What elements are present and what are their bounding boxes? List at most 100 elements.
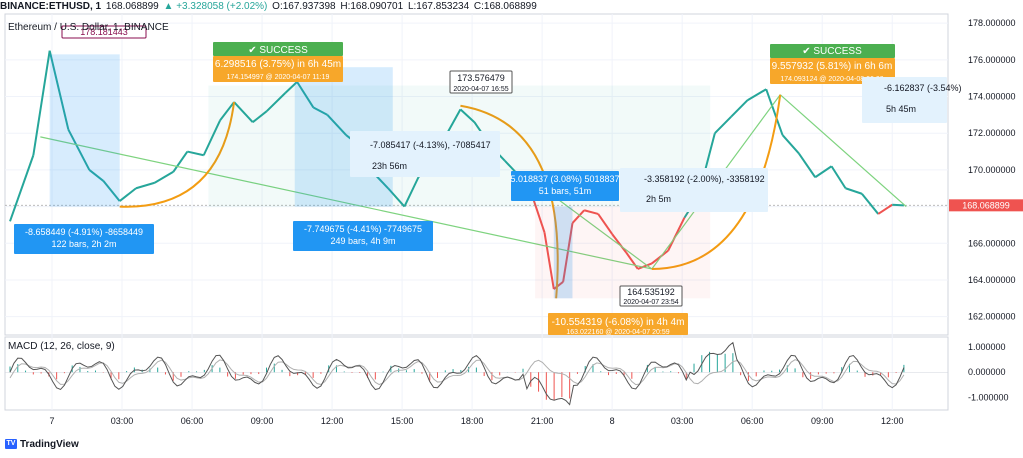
open-value: O:167.937398 — [272, 1, 336, 12]
arc-curve — [119, 101, 236, 208]
brand-text: TradingView — [20, 439, 79, 450]
y-tick-label: 164.000000 — [968, 275, 1016, 285]
symbol-header: BINANCE:ETHUSD, 1 168.068899 ▲ +3.328058… — [0, 0, 1023, 14]
range-label-text: -10.554319 (-6.08%) in 4h 4m — [552, 317, 685, 328]
range-label-box — [14, 224, 154, 254]
x-tick-label: 09:00 — [251, 416, 274, 426]
pivot-label-box — [61, 25, 147, 39]
symbol-name[interactable]: BINANCE:ETHUSD, 1 — [0, 1, 102, 12]
x-tick-label: 09:00 — [811, 416, 834, 426]
y-tick-label: 166.000000 — [968, 238, 1016, 248]
price-segment — [233, 101, 254, 123]
price-segment — [459, 108, 476, 123]
y-tick-label: 176.000000 — [968, 55, 1016, 65]
macd-y-tick-label: 0.000000 — [968, 367, 1006, 377]
macd-y-tick-label: 1.000000 — [968, 342, 1006, 352]
price-segment — [637, 262, 653, 270]
y-tick-label: 178.000000 — [968, 18, 1016, 28]
price-segment — [284, 81, 298, 94]
measure-box — [553, 206, 573, 299]
price-segment — [562, 222, 574, 282]
tradingview-logo[interactable]: TV TradingView — [5, 439, 79, 450]
x-tick-label: 21:00 — [531, 416, 554, 426]
tradingview-icon: TV — [5, 439, 17, 450]
y-tick-label: 162.000000 — [968, 312, 1016, 322]
x-tick-label: 06:00 — [741, 416, 764, 426]
price-segment — [403, 176, 420, 208]
arc-curve — [460, 104, 559, 299]
x-tick-label: 18:00 — [461, 416, 484, 426]
price-segment — [877, 203, 893, 215]
price-segment — [48, 50, 70, 130]
low-value: L:167.853234 — [407, 1, 470, 12]
macd-y-tick-label: -1.000000 — [968, 392, 1009, 402]
price-note-text: 173.576479 — [457, 73, 505, 83]
price-segment — [119, 187, 137, 202]
range-label-text: 5.018837 (3.08%) 5018837 — [510, 174, 619, 184]
price-segment — [625, 251, 639, 270]
date-range-text: -7.085417 (-4.13%), -7085417 — [370, 140, 491, 150]
price-note-text: 164.535192 — [627, 287, 675, 297]
chart-title: Ethereum / U.S. Dollar, 1, BINANCE — [8, 22, 169, 33]
price-segment — [326, 114, 347, 136]
area-fill — [535, 206, 711, 299]
arc-curve — [651, 94, 782, 270]
y-tick-label: 174.000000 — [968, 92, 1016, 102]
range-label-sub: 51 bars, 51m — [539, 186, 592, 196]
success-badge-text: ✔ SUCCESS — [248, 45, 308, 56]
macd-line — [9, 341, 905, 406]
x-tick-label: 7 — [50, 416, 55, 426]
success-badge — [770, 44, 895, 58]
price-segment — [296, 81, 315, 109]
date-range-box — [862, 77, 947, 123]
x-tick-label: 03:00 — [671, 416, 694, 426]
macd-pane — [4, 336, 949, 411]
x-tick-label: 06:00 — [181, 416, 204, 426]
price-note-box — [449, 70, 513, 94]
price-segment — [387, 187, 406, 208]
macd-title: MACD (12, 26, close, 9) — [8, 341, 115, 352]
price-segment — [102, 180, 121, 202]
price-segment — [9, 154, 35, 222]
price-segment — [543, 232, 555, 290]
trendline — [40, 136, 652, 270]
price-segment — [312, 106, 328, 116]
price-segment — [747, 88, 767, 102]
price-segment — [219, 101, 235, 121]
pivot-label-text: 178.181443 — [80, 27, 128, 37]
date-range-sub: 2h 5m — [646, 194, 671, 204]
success-badge — [213, 42, 343, 56]
price-segment — [892, 203, 904, 207]
price-segment — [830, 165, 847, 189]
range-label-box — [511, 171, 619, 201]
range-label-box — [293, 221, 433, 251]
measure-box — [49, 54, 120, 207]
price-segment — [583, 209, 599, 215]
price-change: ▲ +3.328058 (+2.02%) — [163, 1, 268, 12]
last-price-tag — [949, 199, 1023, 212]
price-segment — [597, 213, 613, 235]
x-tick-label: 15:00 — [391, 416, 414, 426]
success-label-box — [213, 56, 343, 82]
price-segment — [202, 119, 221, 156]
success-label-text: 6.298516 (3.75%) in 6h 45m — [215, 59, 341, 70]
price-note-sub: 2020-04-07 23:54 — [623, 299, 678, 306]
price-segment — [187, 150, 204, 157]
success-label-sub: 174.154997 @ 2020-04-07 11:19 — [227, 74, 330, 81]
date-range-sub: 23h 56m — [372, 161, 407, 171]
price-segment — [714, 116, 732, 134]
price-segment — [781, 134, 800, 155]
x-tick-label: 12:00 — [321, 416, 344, 426]
price-segment — [798, 152, 817, 178]
price-segment — [252, 110, 268, 124]
x-tick-label: 03:00 — [111, 416, 134, 426]
y-tick-label: 170.000000 — [968, 165, 1016, 175]
close-value: C:168.068899 — [473, 1, 537, 12]
success-label-sub: 174.093124 @ 2020-04-08 06:00 — [780, 76, 883, 83]
price-segment — [172, 151, 189, 173]
price-segment — [88, 169, 104, 182]
range-label-box — [548, 313, 688, 335]
price-segment — [266, 92, 287, 112]
price-segment — [531, 197, 546, 233]
